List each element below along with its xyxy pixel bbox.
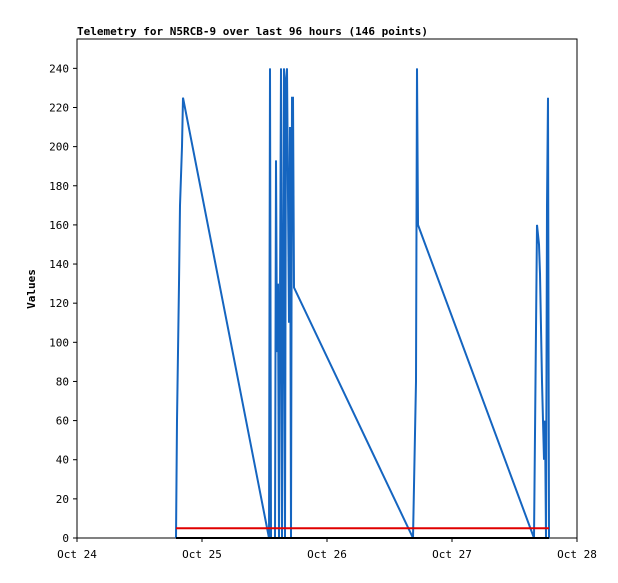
x-tick-label: Oct 28 [557,548,597,561]
y-tick-label: 240 [49,62,69,75]
x-tick-label: Oct 26 [307,548,347,561]
plot-frame [76,38,578,539]
y-tick-label: 200 [49,141,69,154]
y-tick-label: 20 [56,493,69,506]
y-tick-label: 0 [62,532,69,545]
x-tick-label: Oct 25 [182,548,222,561]
y-axis-label: Values [25,269,38,309]
y-tick-label: 160 [49,219,69,232]
y-tick-label: 80 [56,375,69,388]
series-line [175,68,550,539]
y-tick-label: 60 [56,415,69,428]
y-tick-label: 180 [49,180,69,193]
y-tick-label: 220 [49,101,69,114]
y-tick-label: 120 [49,297,69,310]
y-tick-label: 40 [56,454,69,467]
x-tick-label: Oct 27 [432,548,472,561]
x-tick-label: Oct 24 [57,548,97,561]
y-tick-label: 100 [49,336,69,349]
chart-title: Telemetry for N5RCB-9 over last 96 hours… [77,25,428,38]
y-tick-label: 140 [49,258,69,271]
